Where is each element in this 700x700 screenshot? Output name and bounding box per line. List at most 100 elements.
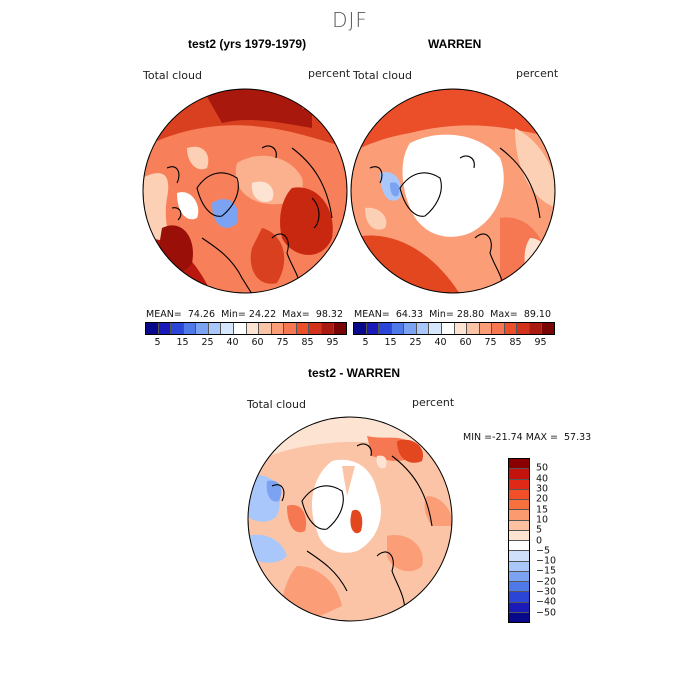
colorbar-tick-label: 0 bbox=[536, 535, 543, 546]
colorbar-tick-label: 75 bbox=[276, 337, 289, 348]
panel-2-colorbar-ticks: 5 15 25 40 60 75 85 95 bbox=[353, 337, 553, 349]
panel-2-min-value: 28.80 bbox=[456, 309, 485, 320]
panel-2-mean-value: 64.33 bbox=[395, 309, 424, 320]
panel-2-map bbox=[350, 88, 556, 294]
colorbar-swatch bbox=[295, 323, 309, 334]
colorbar-swatch bbox=[503, 323, 517, 334]
colorbar-swatch bbox=[509, 560, 529, 571]
panel-1-map bbox=[142, 88, 348, 294]
colorbar-swatch bbox=[491, 323, 504, 334]
diff-units-label: percent bbox=[412, 396, 455, 409]
panel-2-title: WARREN bbox=[428, 37, 482, 51]
colorbar-tick-label: −30 bbox=[536, 586, 557, 598]
colorbar-tick-label: 95 bbox=[534, 337, 547, 348]
colorbar-tick-label: 5 bbox=[154, 337, 161, 348]
panel-1-min-label: Min= bbox=[221, 309, 246, 320]
colorbar-swatch bbox=[509, 519, 529, 530]
panel-1-stats: MEAN= 74.26 Min= 24.22 Max= 98.32 bbox=[146, 309, 343, 320]
colorbar-tick-label: 50 bbox=[536, 462, 549, 474]
panel-1-max-label: Max= bbox=[282, 309, 310, 320]
panel-1-title: test2 (yrs 1979-1979) bbox=[188, 37, 307, 51]
colorbar-swatch bbox=[541, 323, 554, 334]
diff-colorbar bbox=[508, 458, 530, 623]
colorbar-swatch bbox=[528, 323, 542, 334]
panel-2-max-value: 89.10 bbox=[523, 309, 552, 320]
panel-2-max-label: Max= bbox=[490, 309, 518, 320]
panel-2-min-label: Min= bbox=[429, 309, 454, 320]
panel-2-units-label: percent bbox=[516, 67, 559, 80]
colorbar-swatch bbox=[146, 323, 158, 334]
diff-stats: MIN =-21.74 MAX = 57.33 bbox=[463, 432, 591, 443]
colorbar-swatch bbox=[509, 488, 529, 499]
panel-1-mean-value: 74.26 bbox=[187, 309, 216, 320]
panel-2-variable-label: Total cloud bbox=[353, 69, 412, 82]
colorbar-swatch bbox=[157, 323, 171, 334]
colorbar-tick-label: 95 bbox=[326, 337, 339, 348]
colorbar-swatch bbox=[170, 323, 183, 334]
panel-1-variable-label: Total cloud bbox=[143, 69, 202, 82]
diff-panel-title: test2 - WARREN bbox=[308, 366, 401, 380]
colorbar-tick-label: 30 bbox=[536, 483, 549, 495]
panel-1-min-value: 24.22 bbox=[248, 309, 277, 320]
colorbar-swatch bbox=[308, 323, 321, 334]
colorbar-swatch bbox=[516, 323, 529, 334]
diff-min-value: -21.74 bbox=[492, 432, 523, 443]
colorbar-tick-label: 5 bbox=[536, 524, 543, 536]
colorbar-swatch bbox=[403, 323, 416, 334]
colorbar-tick-label: 40 bbox=[536, 473, 549, 485]
colorbar-swatch bbox=[283, 323, 296, 334]
colorbar-swatch bbox=[333, 323, 346, 334]
colorbar-tick-label: −50 bbox=[536, 607, 557, 619]
colorbar-swatch bbox=[182, 323, 196, 334]
colorbar-swatch bbox=[509, 570, 529, 581]
colorbar-swatch bbox=[220, 323, 233, 334]
diff-colorbar-ticks: 50 40 30 20 15 10 5 0 −5 −10 −15 −20 −30 −40 −50 bbox=[536, 458, 576, 623]
panel-1-units-label: percent bbox=[308, 67, 351, 80]
colorbar-swatch bbox=[509, 459, 529, 469]
diff-min-label: MIN = bbox=[463, 432, 493, 443]
colorbar-tick-label: 25 bbox=[201, 337, 214, 348]
panel-2-colorbar bbox=[353, 322, 555, 335]
colorbar-tick-label: 85 bbox=[301, 337, 314, 348]
colorbar-swatch bbox=[440, 323, 454, 334]
colorbar-swatch bbox=[415, 323, 429, 334]
colorbar-swatch bbox=[509, 529, 529, 540]
colorbar-swatch bbox=[232, 323, 246, 334]
colorbar-tick-label: −5 bbox=[536, 545, 551, 557]
panel-1-colorbar-ticks: 5 15 25 40 60 75 85 95 bbox=[145, 337, 345, 349]
colorbar-swatch bbox=[478, 323, 492, 334]
colorbar-swatch bbox=[428, 323, 441, 334]
colorbar-tick-label: 20 bbox=[536, 493, 549, 505]
colorbar-swatch bbox=[509, 478, 529, 489]
panel-1-colorbar bbox=[145, 322, 347, 335]
colorbar-tick-label: −10 bbox=[536, 555, 557, 567]
colorbar-tick-label: 85 bbox=[509, 337, 522, 348]
colorbar-tick-label: 60 bbox=[459, 337, 472, 348]
colorbar-swatch bbox=[270, 323, 284, 334]
colorbar-tick-label: 75 bbox=[484, 337, 497, 348]
colorbar-swatch bbox=[509, 499, 529, 510]
colorbar-swatch bbox=[509, 550, 529, 561]
season-title: DJF bbox=[332, 8, 368, 32]
colorbar-swatch bbox=[390, 323, 404, 334]
colorbar-tick-label: 25 bbox=[409, 337, 422, 348]
diff-variable-label: Total cloud bbox=[247, 398, 306, 411]
colorbar-swatch bbox=[195, 323, 208, 334]
diff-max-label: MAX = bbox=[525, 432, 558, 443]
colorbar-swatch bbox=[509, 540, 529, 551]
colorbar-swatch bbox=[245, 323, 259, 334]
colorbar-tick-label: 15 bbox=[384, 337, 397, 348]
colorbar-swatch bbox=[354, 323, 366, 334]
colorbar-tick-label: 40 bbox=[434, 337, 447, 348]
colorbar-swatch bbox=[365, 323, 379, 334]
colorbar-tick-label: 5 bbox=[362, 337, 369, 348]
colorbar-tick-label: 10 bbox=[536, 514, 549, 526]
diff-map bbox=[247, 416, 453, 622]
colorbar-tick-label: −40 bbox=[536, 596, 557, 608]
colorbar-tick-label: −20 bbox=[536, 576, 557, 588]
panel-2-stats: MEAN= 64.33 Min= 28.80 Max= 89.10 bbox=[354, 309, 551, 320]
colorbar-tick-label: 15 bbox=[176, 337, 189, 348]
colorbar-swatch bbox=[466, 323, 479, 334]
colorbar-swatch bbox=[509, 468, 529, 479]
panel-1-mean-label: MEAN= bbox=[146, 309, 182, 320]
